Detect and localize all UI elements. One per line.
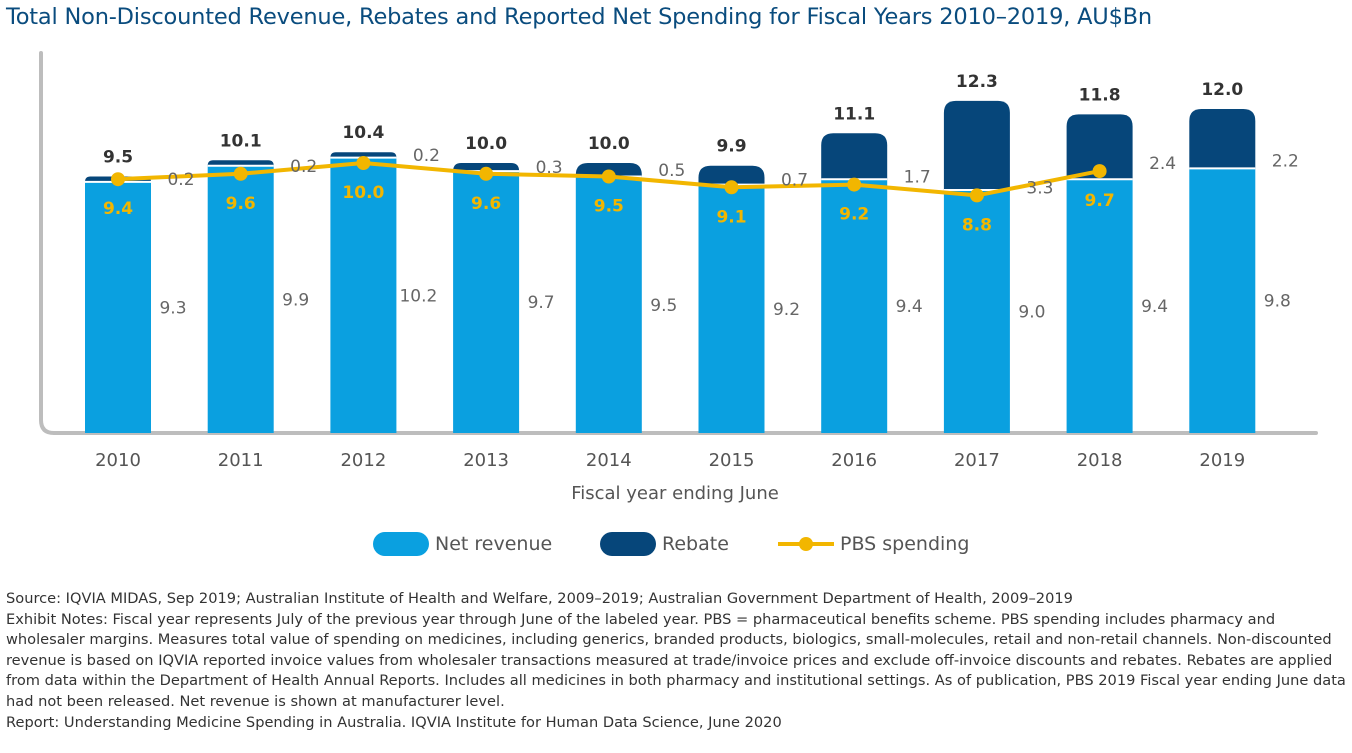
net-revenue-swatch xyxy=(373,532,429,556)
total-label: 9.5 xyxy=(103,148,133,168)
pbs-point xyxy=(969,188,984,203)
rebate-swatch xyxy=(600,532,656,556)
net-revenue-bar xyxy=(698,184,765,433)
pbs-point xyxy=(356,156,371,170)
net-revenue-label: 10.2 xyxy=(399,286,437,306)
legend-label-pbs-spending: PBS spending xyxy=(840,533,970,555)
source-note: Source: IQVIA MIDAS, Sep 2019; Australia… xyxy=(6,590,1073,607)
pbs-label: 9.2 xyxy=(839,205,869,225)
axis-frame xyxy=(39,51,1318,435)
net-revenue-label: 9.8 xyxy=(1264,292,1291,312)
net-revenue-bar xyxy=(943,190,1010,433)
axes xyxy=(39,51,1318,435)
net-revenue-label: 9.3 xyxy=(159,298,186,318)
total-label: 10.0 xyxy=(588,134,630,154)
pbs-label: 9.7 xyxy=(1085,191,1115,211)
x-axis-label: Fiscal year ending June xyxy=(571,483,779,504)
net-revenue-bar xyxy=(453,171,520,433)
x-tick-label: 2019 xyxy=(1199,450,1245,471)
rebate-bar xyxy=(330,152,397,158)
rebate-bar xyxy=(1066,114,1133,180)
net-revenue-label: 9.2 xyxy=(773,300,800,320)
net-revenue-bar xyxy=(575,176,642,433)
rebate-label: 0.3 xyxy=(536,158,563,178)
data-labels: 9.5 0.2 9.3 2010 10.1 0.2 9.9 2011 10.4 0.2 10.2 20… xyxy=(95,72,1299,471)
total-label: 10.0 xyxy=(465,134,507,154)
pbs-point xyxy=(601,169,616,184)
pbs-label: 8.8 xyxy=(962,215,992,235)
rebate-bar xyxy=(207,160,274,166)
legend-label-rebate: Rebate xyxy=(662,533,729,555)
pbs-label: 9.6 xyxy=(471,194,501,214)
pbs-label: 9.5 xyxy=(594,197,624,217)
net-revenue-bar xyxy=(1066,179,1133,433)
bars xyxy=(85,100,1256,433)
net-revenue-bar xyxy=(207,165,274,433)
x-tick-label: 2011 xyxy=(218,450,264,471)
total-label: 12.3 xyxy=(956,72,998,92)
footnotes: Source: IQVIA MIDAS, Sep 2019; Australia… xyxy=(6,589,1346,733)
x-tick-label: 2012 xyxy=(340,450,386,471)
rebate-label: 0.5 xyxy=(658,161,685,181)
net-revenue-label: 9.5 xyxy=(650,296,677,316)
revenue-chart: 9.5 0.2 9.3 2010 10.1 0.2 9.9 2011 10.4 0.2 10.2 20… xyxy=(39,51,1318,504)
pbs-point xyxy=(233,166,248,181)
total-label: 11.1 xyxy=(833,104,875,124)
legend-item-pbs-spending: PBS spending xyxy=(778,529,969,559)
x-tick-label: 2016 xyxy=(831,450,877,471)
x-tick-label: 2014 xyxy=(586,450,632,471)
rebate-label: 0.2 xyxy=(290,157,317,177)
net-revenue-bar xyxy=(330,157,397,433)
pbs-point xyxy=(724,180,739,195)
net-revenue-label: 9.7 xyxy=(528,293,555,313)
x-tick-label: 2015 xyxy=(709,450,755,471)
x-tick-label: 2017 xyxy=(954,450,1000,471)
pbs-point xyxy=(111,172,125,187)
net-revenue-label: 9.9 xyxy=(282,290,309,310)
x-tick-label: 2013 xyxy=(463,450,509,471)
rebate-label: 0.2 xyxy=(167,170,194,190)
legend-item-net-revenue: Net revenue xyxy=(373,529,552,559)
rebate-label: 0.2 xyxy=(413,146,440,166)
chart-title: Total Non-Discounted Revenue, Rebates an… xyxy=(6,4,1152,30)
x-tick-label: 2010 xyxy=(95,450,141,471)
rebate-label: 2.4 xyxy=(1149,154,1176,174)
total-label: 11.8 xyxy=(1079,85,1121,105)
net-revenue-label: 9.4 xyxy=(1141,297,1168,317)
legend-label-net-revenue: Net revenue xyxy=(435,533,553,555)
rebate-bar xyxy=(821,133,888,180)
total-label: 10.1 xyxy=(220,131,262,151)
net-revenue-label: 9.4 xyxy=(896,297,923,317)
total-label: 10.4 xyxy=(342,123,384,143)
pbs-line-swatch xyxy=(778,532,834,556)
exhibit-notes: Exhibit Notes: Fiscal year represents Ju… xyxy=(6,610,1346,710)
rebate-label: 0.7 xyxy=(781,170,808,190)
pbs-label: 9.6 xyxy=(226,194,256,214)
rebate-bar xyxy=(1189,109,1256,169)
pbs-label: 10.0 xyxy=(342,183,384,203)
rebate-label: 1.7 xyxy=(904,168,931,188)
pbs-label: 9.4 xyxy=(103,199,133,219)
net-revenue-bar xyxy=(85,181,151,433)
legend-item-rebate: Rebate xyxy=(600,529,729,559)
pbs-line xyxy=(111,156,1107,203)
net-revenue-bar xyxy=(1189,168,1256,433)
rebate-bar xyxy=(943,100,1010,190)
rebate-label: 3.3 xyxy=(1026,178,1053,198)
legend: Net revenue Rebate PBS spending xyxy=(0,529,1352,561)
net-revenue-bar xyxy=(821,179,888,433)
pbs-point xyxy=(1092,164,1107,179)
pbs-point xyxy=(847,177,862,192)
net-revenue-label: 9.0 xyxy=(1018,303,1045,323)
total-label: 12.0 xyxy=(1201,80,1243,100)
pbs-point xyxy=(479,166,494,181)
total-label: 9.9 xyxy=(716,137,746,157)
pbs-label: 9.1 xyxy=(716,207,746,227)
report-note: Report: Understanding Medicine Spending … xyxy=(6,713,782,731)
rebate-label: 2.2 xyxy=(1272,151,1299,171)
x-tick-label: 2018 xyxy=(1077,450,1123,471)
rebate-bar xyxy=(698,165,765,185)
